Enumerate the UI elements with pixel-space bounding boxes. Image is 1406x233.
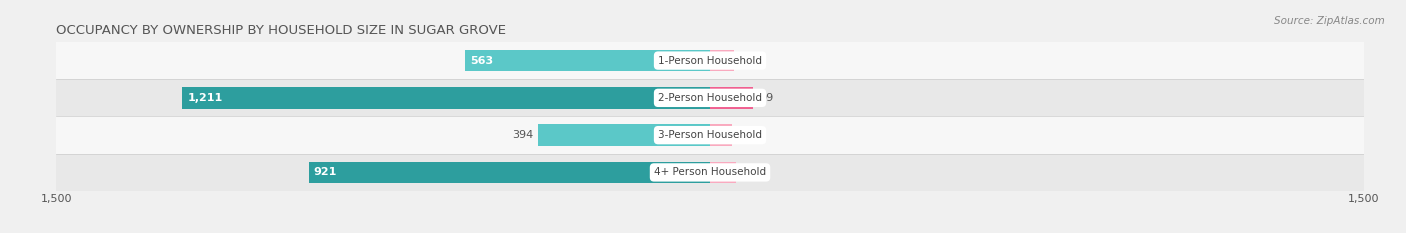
Bar [710, 50, 734, 71]
Text: 3-Person Household: 3-Person Household [658, 130, 762, 140]
Bar [710, 124, 733, 146]
Text: 4+ Person Household: 4+ Person Household [654, 168, 766, 177]
Text: Source: ZipAtlas.com: Source: ZipAtlas.com [1274, 16, 1385, 26]
Text: 921: 921 [314, 168, 337, 177]
Bar [464, 50, 710, 71]
Text: OCCUPANCY BY OWNERSHIP BY HOUSEHOLD SIZE IN SUGAR GROVE: OCCUPANCY BY OWNERSHIP BY HOUSEHOLD SIZE… [56, 24, 506, 37]
Bar [183, 87, 710, 109]
Bar [710, 87, 754, 109]
Text: 563: 563 [470, 56, 494, 65]
Text: 394: 394 [512, 130, 533, 140]
Bar [308, 162, 710, 183]
Text: 1-Person Household: 1-Person Household [658, 56, 762, 65]
Bar [710, 162, 737, 183]
Bar [56, 116, 1364, 154]
Text: 60: 60 [742, 168, 756, 177]
Bar [56, 42, 1364, 79]
Bar [56, 79, 1364, 116]
Text: 51: 51 [738, 130, 752, 140]
Text: 56: 56 [741, 56, 755, 65]
Text: 1,211: 1,211 [187, 93, 222, 103]
Text: 2-Person Household: 2-Person Household [658, 93, 762, 103]
Bar [56, 154, 1364, 191]
Text: 99: 99 [759, 93, 773, 103]
Bar [538, 124, 710, 146]
